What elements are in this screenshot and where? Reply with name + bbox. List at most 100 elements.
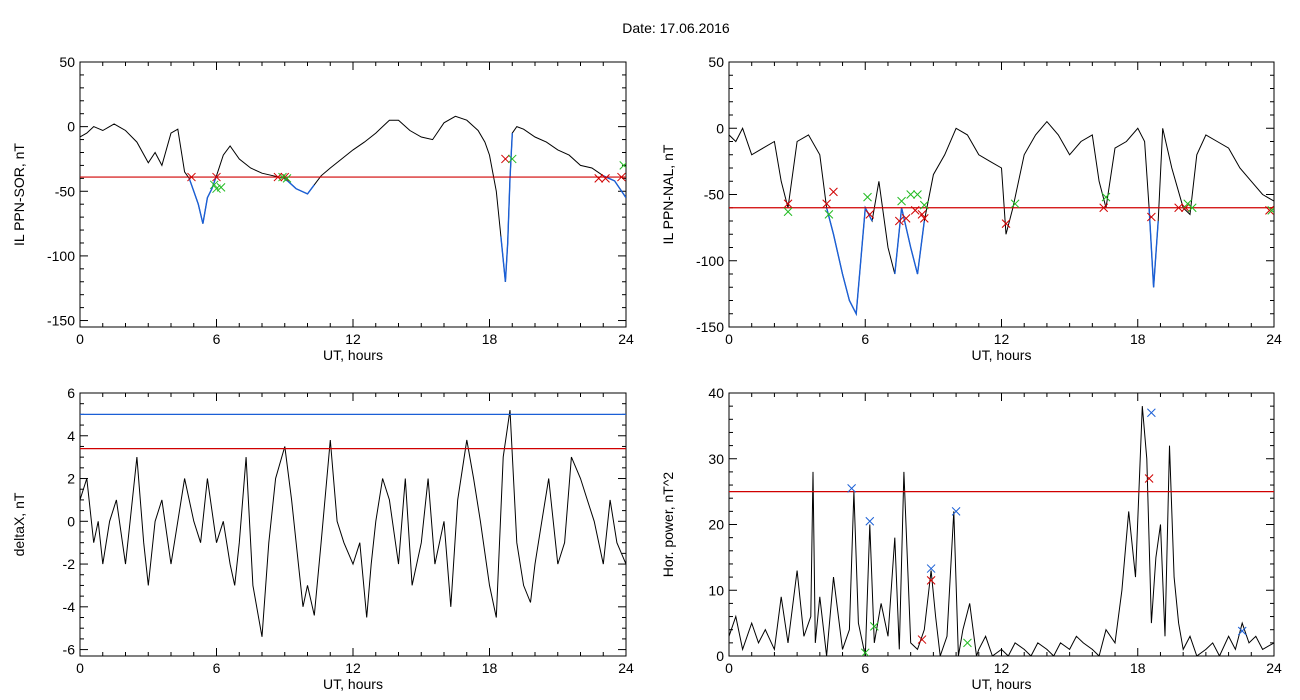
x-marker-stroke (926, 576, 936, 585)
x-marker-stroke (926, 564, 936, 573)
x-marker (282, 173, 292, 183)
x-tick-label: 18 (482, 331, 498, 347)
x-marker-stroke (963, 638, 972, 648)
y-axis-title: Hor. power, nT^2 (660, 472, 676, 578)
y-tick-label: -150 (696, 319, 724, 335)
x-marker-stroke (917, 635, 927, 644)
x-marker-stroke (917, 210, 927, 219)
x-marker-stroke (1174, 203, 1183, 213)
x-marker-stroke (1147, 408, 1156, 418)
x-tick-label: 12 (345, 331, 361, 347)
x-tick-label: 0 (725, 660, 733, 676)
x-marker (869, 622, 879, 631)
x-marker-stroke (906, 190, 916, 199)
x-marker (1144, 474, 1154, 483)
event-segment (500, 133, 513, 282)
y-tick-label: 0 (716, 120, 724, 136)
y-axis-title: IL PPN-NAL, nT (660, 144, 676, 244)
event-segment (1148, 207, 1159, 288)
x-marker-stroke (216, 183, 226, 192)
date-value: 17.06.2016 (659, 20, 730, 36)
x-tick-label: 0 (725, 331, 733, 347)
y-tick-label: -4 (63, 599, 76, 615)
x-marker-stroke (617, 172, 626, 182)
x-tick-label: 6 (861, 660, 869, 676)
x-marker (1174, 203, 1183, 213)
y-tick-label: -2 (63, 556, 76, 572)
x-tick-label: 6 (213, 331, 221, 347)
x-tick-label: 24 (1266, 331, 1282, 347)
x-tick-label: 24 (618, 660, 634, 676)
x-marker (1010, 199, 1020, 209)
x-marker-stroke (1099, 203, 1109, 213)
plot-frame (79, 392, 627, 657)
x-marker (1099, 203, 1109, 213)
x-marker-stroke (1010, 199, 1020, 209)
x-marker (1267, 206, 1274, 215)
x-marker-stroke (1001, 219, 1011, 229)
x-tick-label: 12 (994, 331, 1010, 347)
x-marker (617, 172, 626, 182)
y-tick-label: 2 (67, 471, 75, 487)
x-marker (209, 180, 219, 190)
y-tick-label: -150 (47, 313, 75, 329)
x-marker-stroke (278, 172, 287, 182)
x-marker (926, 576, 936, 585)
x-marker (1101, 192, 1111, 202)
x-marker (824, 210, 834, 219)
x-marker-stroke (913, 190, 922, 199)
x-marker-stroke (1147, 212, 1156, 222)
x-marker-stroke (865, 210, 875, 219)
x-marker (919, 200, 929, 210)
y-tick-label: -50 (704, 187, 724, 203)
panel-hor-power: 0 6 12 18 24 0 10 20 30 40 UT, hours Hor. power, nT… (660, 385, 1282, 692)
x-marker-stroke (1181, 203, 1190, 213)
x-marker (619, 161, 626, 170)
x-marker-stroke (1183, 199, 1193, 209)
x-marker (601, 173, 610, 183)
panel-ppn-nal: 0 6 12 18 24 -150 -100 -50 0 50 UT, hours IL PPN-NA… (660, 54, 1282, 363)
x-marker-stroke (824, 210, 834, 219)
x-marker-stroke (1101, 192, 1111, 202)
x-marker (216, 183, 226, 192)
y-tick-label: 50 (708, 54, 724, 70)
event-segment (284, 177, 315, 195)
x-marker-stroke (619, 162, 626, 170)
x-marker (894, 216, 904, 226)
x-marker (501, 154, 510, 164)
x-marker-stroke (1144, 474, 1154, 483)
x-tick-label: 0 (76, 331, 84, 347)
x-marker-stroke (1237, 626, 1247, 636)
plot-area (729, 406, 1274, 656)
event-segment (825, 205, 873, 317)
x-marker-stroke (507, 154, 517, 164)
date-label: Date: (622, 20, 656, 36)
x-marker-stroke (861, 648, 870, 656)
x-marker (1001, 219, 1011, 229)
series-line (80, 410, 626, 637)
x-marker-stroke (212, 172, 221, 182)
x-marker-stroke (822, 199, 831, 209)
x-tick-label: 6 (861, 331, 869, 347)
x-marker-stroke (209, 180, 219, 190)
x-marker-stroke (865, 516, 875, 526)
x-tick-label: 12 (994, 660, 1010, 676)
x-marker (860, 648, 870, 656)
y-tick-label: 0 (67, 119, 75, 135)
x-marker (926, 564, 936, 573)
x-tick-label: 18 (482, 660, 498, 676)
x-tick-label: 18 (1130, 660, 1146, 676)
x-marker (863, 192, 872, 202)
x-marker-stroke (869, 622, 879, 631)
x-marker-stroke (951, 506, 961, 516)
plot-area (80, 410, 626, 637)
x-marker-stroke (863, 192, 872, 202)
x-marker-stroke (847, 483, 856, 493)
x-tick-label: 24 (1266, 660, 1282, 676)
x-marker (913, 190, 922, 199)
x-marker (594, 173, 604, 183)
y-tick-label: -50 (55, 183, 75, 199)
plot-frame (79, 61, 627, 328)
y-tick-label: 0 (67, 513, 75, 529)
